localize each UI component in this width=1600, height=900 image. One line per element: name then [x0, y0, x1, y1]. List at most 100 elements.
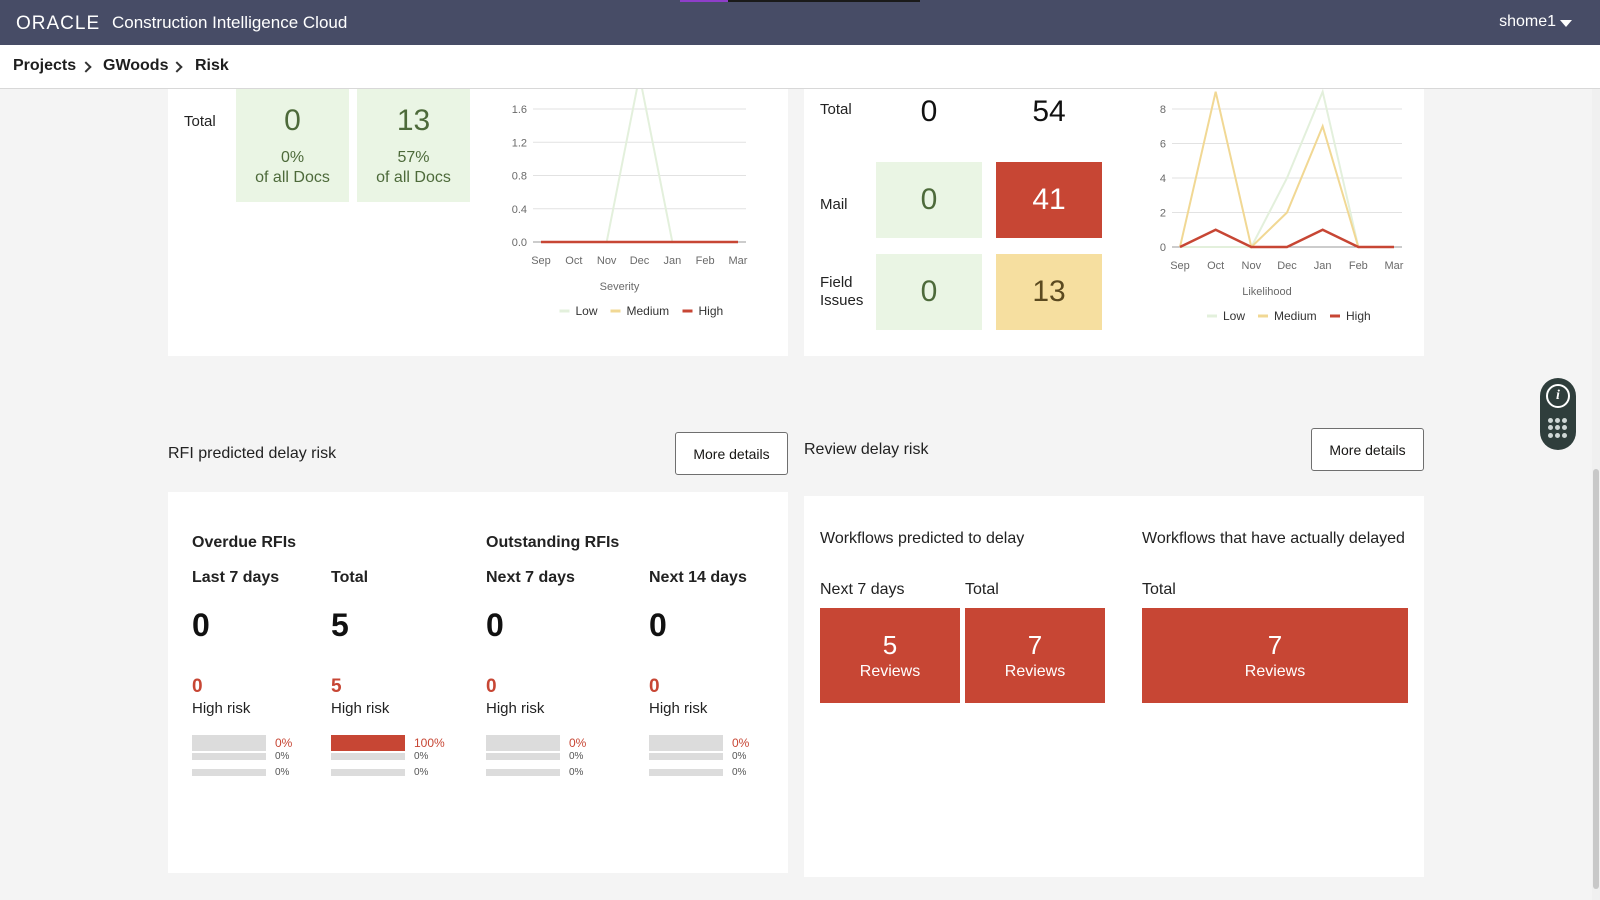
rfi-high-risk-count[interactable]: 5 — [331, 676, 342, 697]
tile-sub: of all Docs — [255, 168, 330, 186]
mail-high-tile[interactable]: 41 — [996, 162, 1102, 238]
breadcrumb-project[interactable]: GWoods — [103, 57, 169, 74]
app-header: ORACLE Construction Intelligence Cloud s… — [0, 0, 1600, 45]
rfi-low-risk-bar — [486, 769, 560, 776]
loading-indicator — [680, 0, 920, 2]
rfi-col-value[interactable]: 0 — [192, 607, 210, 643]
rfi-low-risk-pct: 0% — [732, 767, 747, 778]
app-title: Construction Intelligence Cloud — [112, 13, 348, 32]
rfi-col-value[interactable]: 5 — [331, 607, 349, 643]
oracle-logo: ORACLE — [16, 13, 101, 34]
apps-grid-icon[interactable] — [1548, 418, 1568, 438]
x-tick-label: Mar — [729, 255, 748, 267]
tile-unit: Reviews — [1004, 663, 1066, 680]
x-tick-label: Jan — [663, 255, 681, 267]
actual-reviews-tile[interactable]: 7 Reviews — [1142, 608, 1408, 703]
tile-sub: of all Docs — [376, 168, 451, 186]
docs-risk-card: Total 0 0% of all Docs 13 57% of all Doc… — [168, 89, 788, 356]
tile-pct: 57% — [397, 148, 430, 166]
page-scrollbar[interactable] — [1592, 89, 1600, 900]
field-high-tile[interactable]: 13 — [996, 254, 1102, 330]
rfi-col-value[interactable]: 0 — [649, 607, 667, 643]
chevron-down-icon[interactable] — [1560, 20, 1572, 27]
review-card: Workflows predicted to delay Workflows t… — [804, 496, 1424, 877]
next7-reviews-tile[interactable]: 5 Reviews — [820, 608, 960, 703]
mail-low-tile[interactable]: 0 — [876, 162, 982, 238]
x-tick-label: Oct — [565, 255, 582, 267]
legend-label[interactable]: Low — [576, 304, 598, 318]
tile-unit: Reviews — [859, 663, 921, 680]
breadcrumb-projects[interactable]: Projects — [13, 57, 77, 74]
series-line-high[interactable] — [1179, 228, 1394, 249]
rfi-high-risk-count[interactable]: 0 — [486, 676, 497, 697]
rfi-high-risk-bar — [649, 735, 723, 751]
docs-tile-low[interactable]: 0 0% of all Docs — [236, 89, 349, 202]
predicted-total-label: Total — [965, 581, 999, 598]
x-tick-label: Dec — [630, 255, 650, 267]
help-widget[interactable]: i — [1540, 378, 1576, 450]
rfi-high-risk-pct: 0% — [569, 736, 587, 750]
total-high-value: 54 — [1032, 94, 1066, 128]
total-low-value: 0 — [920, 94, 938, 128]
rfi-high-risk-bar — [192, 735, 266, 751]
row-label-mail: Mail — [820, 196, 848, 213]
legend-label[interactable]: Low — [1223, 309, 1245, 323]
field-low-tile[interactable]: 0 — [876, 254, 982, 330]
actual-total-label: Total — [1142, 581, 1176, 598]
legend-label[interactable]: High — [699, 304, 724, 318]
rfi-high-risk-bar — [486, 735, 560, 751]
row-label-total: Total — [820, 101, 852, 118]
legend-label[interactable]: Medium — [627, 304, 670, 318]
rfi-medium-risk-pct: 0% — [732, 751, 747, 762]
rfi-more-details-button[interactable]: More details — [675, 432, 788, 475]
x-tick-label: Dec — [1277, 260, 1297, 272]
rfi-low-risk-bar — [331, 769, 405, 776]
rfi-col-value[interactable]: 0 — [486, 607, 504, 643]
rfi-section-title: RFI predicted delay risk — [168, 445, 337, 462]
legend-label[interactable]: Medium — [1274, 309, 1317, 323]
rfi-col-label: Next 14 days — [649, 569, 747, 586]
legend-label[interactable]: High — [1346, 309, 1371, 323]
series-line-low[interactable] — [541, 89, 738, 243]
docs-tile-high[interactable]: 13 57% of all Docs — [357, 89, 470, 202]
tile-count: 7 — [1027, 630, 1043, 660]
chevron-right-icon — [80, 61, 92, 73]
x-tick-label: Sep — [1170, 260, 1190, 272]
user-menu[interactable]: shome1 — [1499, 13, 1556, 30]
tile-value: 13 — [396, 103, 431, 137]
rfi-low-risk-bar — [192, 769, 266, 776]
rfi-high-risk-count[interactable]: 0 — [192, 676, 203, 697]
series-line-low[interactable] — [1180, 89, 1394, 248]
rfi-high-risk-label: High risk — [486, 700, 545, 717]
rfi-card: Overdue RFIs Outstanding RFIs Last 7 day… — [168, 492, 788, 873]
next-7-days-label: Next 7 days — [820, 581, 905, 598]
total-reviews-tile[interactable]: 7 Reviews — [965, 608, 1105, 703]
breadcrumb: Projects GWoods Risk — [0, 45, 1600, 89]
review-more-details-button[interactable]: More details — [1311, 428, 1424, 471]
rfi-high-risk-bar — [331, 735, 405, 751]
x-axis-title: Severity — [600, 281, 640, 293]
rfi-medium-risk-bar — [192, 753, 266, 760]
breadcrumb-current: Risk — [195, 57, 229, 74]
rfi-col-label: Last 7 days — [192, 569, 280, 586]
severity-line-chart: 0.0 0.4 0.8 1.2 1.6 Sep Oct Nov Dec Jan Feb Mar Seve… — [512, 89, 748, 318]
x-tick-label: Sep — [531, 255, 551, 267]
rfi-high-risk-count[interactable]: 0 — [649, 676, 660, 697]
chevron-right-icon — [171, 61, 183, 73]
y-tick-label: 0.8 — [512, 171, 527, 183]
overdue-rfis-heading: Overdue RFIs — [192, 534, 297, 551]
total-label: Total — [184, 113, 216, 130]
row-label-field-issues: Field Issues — [820, 274, 864, 309]
x-tick-label: Nov — [597, 255, 617, 267]
x-tick-label: Mar — [1385, 260, 1404, 272]
rfi-high-risk-label: High risk — [331, 700, 390, 717]
series-line-medium[interactable] — [1179, 91, 1394, 249]
x-tick-label: Oct — [1207, 260, 1224, 272]
y-tick-label: 6 — [1160, 139, 1166, 151]
rfi-medium-risk-pct: 0% — [275, 751, 290, 762]
rfi-high-risk-label: High risk — [649, 700, 708, 717]
info-icon[interactable]: i — [1546, 384, 1570, 408]
rfi-col-label: Total — [331, 569, 369, 586]
rfi-low-risk-pct: 0% — [569, 767, 584, 778]
x-tick-label: Feb — [696, 255, 715, 267]
